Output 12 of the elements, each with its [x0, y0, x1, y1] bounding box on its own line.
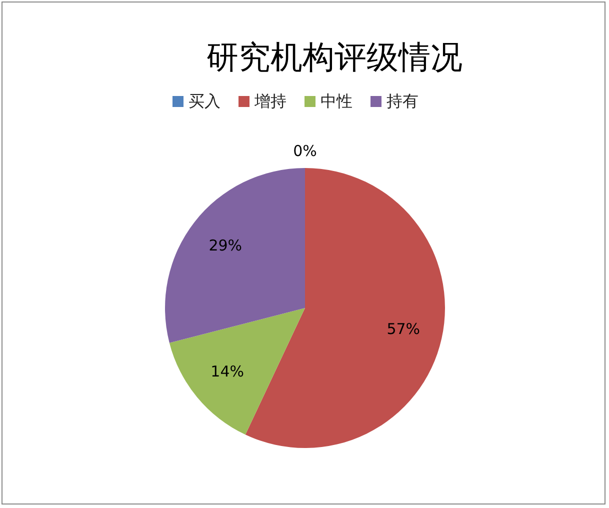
- legend-label: 买入: [188, 91, 220, 110]
- data-label: 14%: [210, 362, 244, 380]
- pie-slice: [165, 168, 305, 343]
- legend-label: 持有: [386, 91, 418, 110]
- chart-title: 研究机构评级情况: [206, 38, 462, 76]
- pie-slice: [169, 308, 305, 435]
- text: 0%: [293, 142, 317, 160]
- pie-slice: [245, 168, 445, 448]
- legend-label: 中性: [320, 91, 352, 110]
- data-label: 57%: [386, 320, 420, 338]
- legend-label: 增持: [254, 91, 286, 110]
- data-label: 29%: [208, 236, 242, 254]
